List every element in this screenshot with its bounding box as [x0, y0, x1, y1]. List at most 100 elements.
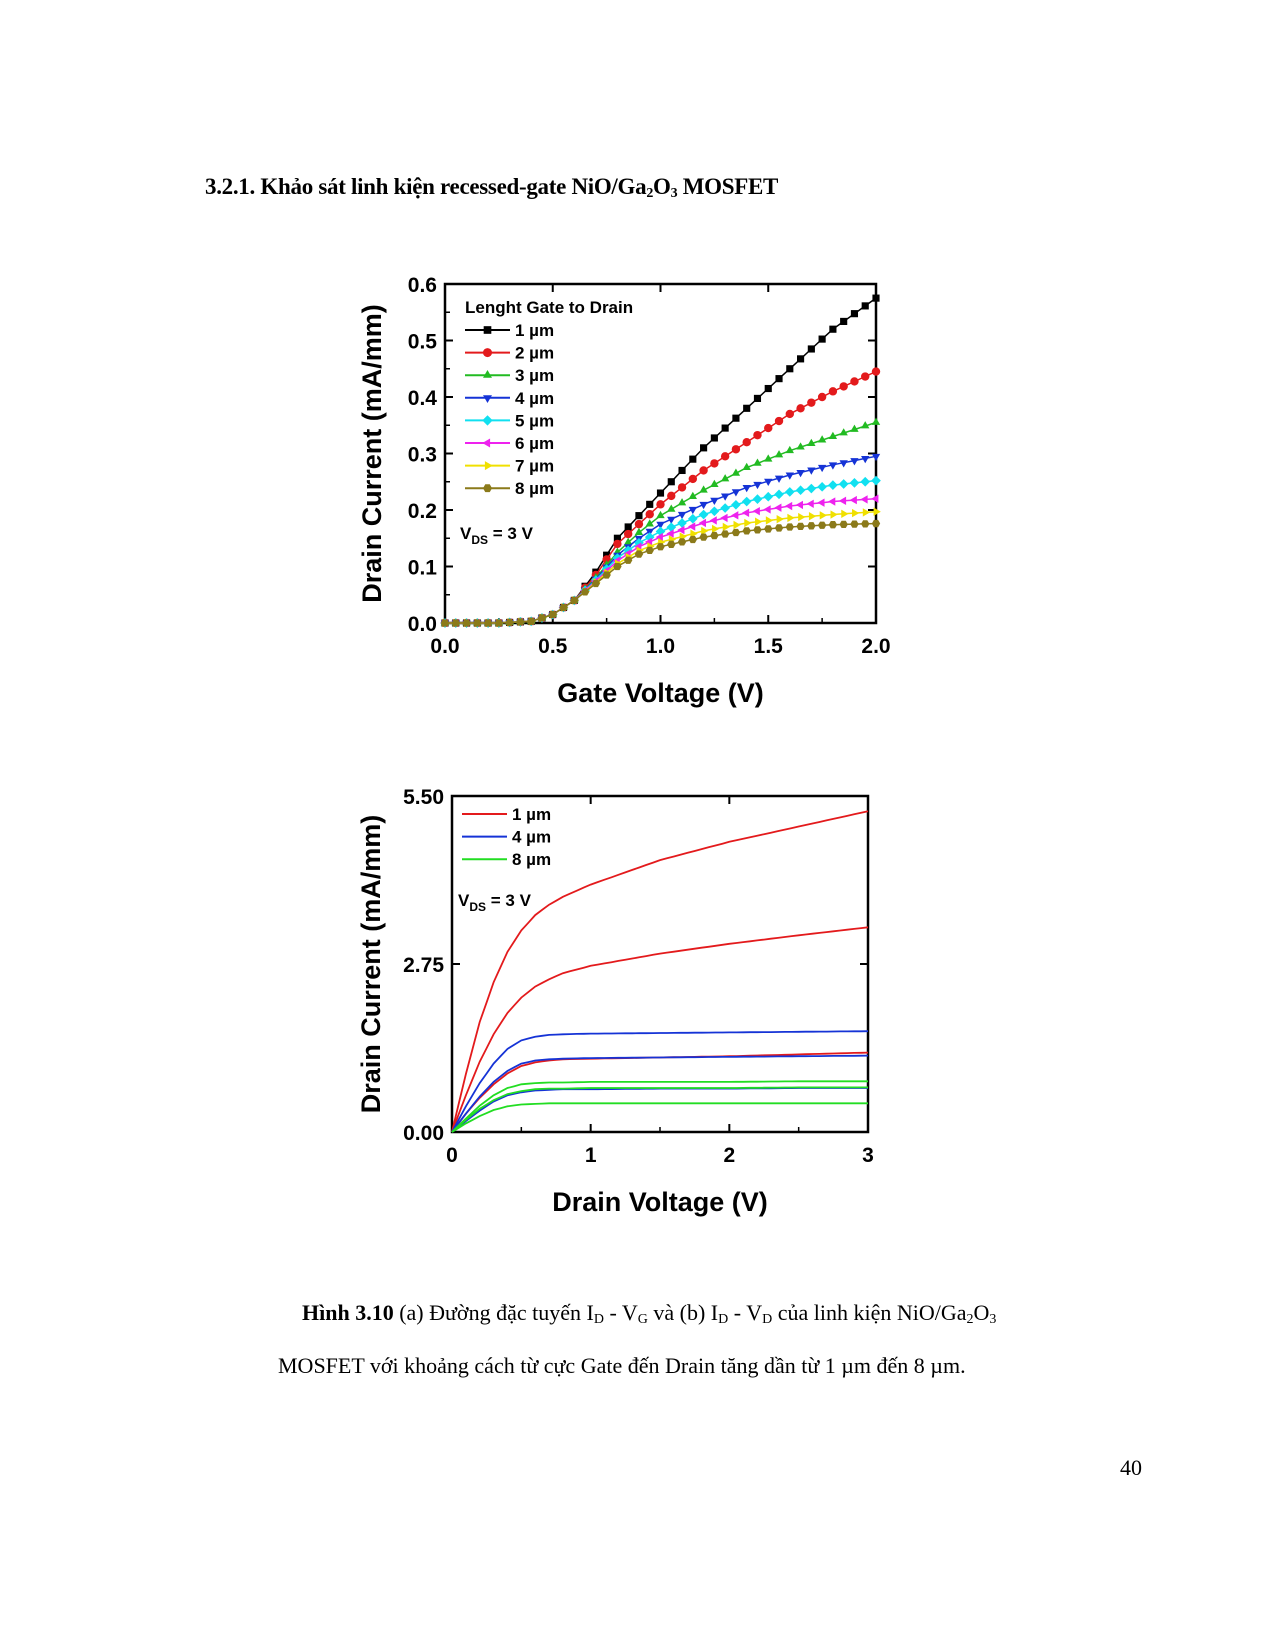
data-point — [871, 453, 881, 462]
data-point — [753, 430, 762, 440]
legend-marker — [483, 326, 492, 334]
data-point — [634, 519, 644, 529]
data-point — [806, 499, 814, 508]
legend-label: 6 µm — [515, 434, 554, 453]
data-point — [732, 414, 740, 422]
data-point — [763, 505, 771, 514]
y-tick-label: 0.2 — [408, 500, 437, 523]
series-line — [451, 810, 869, 1133]
x-tick-label: 1.0 — [646, 635, 675, 658]
legend-marker — [484, 461, 493, 471]
series-4 — [451, 1030, 869, 1133]
data-point — [644, 532, 655, 542]
data-point — [743, 404, 751, 412]
data-point — [613, 534, 621, 542]
data-point — [744, 518, 752, 528]
legend-label: 1 µm — [515, 321, 554, 340]
x-tick-label: 1.5 — [754, 635, 784, 658]
x-tick-label: 0.5 — [538, 635, 568, 658]
data-point — [602, 571, 611, 579]
data-point — [623, 556, 633, 564]
data-point — [839, 428, 848, 436]
data-point — [699, 501, 708, 510]
data-point — [710, 497, 719, 505]
data-point — [828, 387, 838, 396]
legend-marker — [483, 395, 492, 403]
data-point — [741, 496, 752, 507]
series-line — [451, 1102, 868, 1133]
data-point — [871, 417, 881, 425]
data-point — [634, 550, 644, 558]
data-point — [828, 431, 838, 439]
series-3 — [440, 417, 881, 626]
data-point — [787, 513, 795, 523]
data-point — [613, 562, 622, 571]
data-point — [731, 528, 741, 537]
series-line — [451, 1086, 868, 1133]
data-point — [817, 464, 827, 473]
data-point — [742, 527, 751, 535]
figure-caption: Hình 3.10 (a) Đường đặc tuyến ID - VG và… — [0, 1290, 1275, 1389]
y-tick-label: 0.4 — [408, 387, 438, 410]
data-point — [720, 513, 728, 523]
data-point — [613, 539, 622, 549]
y-tick-label: 0.00 — [403, 1122, 444, 1145]
legend-label: 7 µm — [515, 457, 554, 476]
data-point — [861, 456, 870, 464]
data-point — [677, 498, 687, 506]
data-point — [796, 442, 805, 450]
y-tick-label: 2.75 — [403, 954, 444, 977]
series-line — [451, 1080, 868, 1133]
caption-label: Hình 3.10 — [302, 1300, 394, 1325]
legend-marker — [482, 415, 493, 426]
data-point — [850, 377, 859, 386]
data-point — [701, 526, 709, 536]
data-point — [862, 508, 871, 517]
data-point — [720, 474, 730, 482]
page-number: 40 — [1120, 1455, 1142, 1480]
data-point — [795, 485, 806, 496]
data-point — [699, 466, 708, 475]
data-point — [798, 512, 806, 522]
data-point — [861, 302, 869, 310]
legend-label: 4 µm — [512, 828, 551, 847]
legend-marker — [483, 348, 492, 358]
data-point — [742, 462, 751, 471]
data-point — [699, 485, 708, 493]
data-point — [817, 435, 827, 443]
legend-marker — [483, 484, 492, 493]
legend-label: 8 µm — [512, 850, 551, 869]
data-point — [752, 506, 760, 516]
data-point — [753, 458, 762, 466]
data-point — [861, 372, 870, 381]
series-2 — [451, 926, 869, 1133]
x-tick-label: 2 — [723, 1144, 735, 1167]
data-point — [774, 489, 784, 500]
data-point — [817, 498, 825, 507]
data-point — [872, 294, 880, 302]
x-tick-label: 1 — [585, 1144, 597, 1167]
data-point — [753, 526, 762, 534]
data-point — [828, 497, 836, 506]
data-point — [667, 478, 675, 486]
data-point — [852, 508, 860, 518]
data-point — [624, 523, 632, 531]
data-point — [505, 618, 514, 627]
data-point — [752, 494, 763, 504]
data-point — [720, 530, 730, 538]
data-point — [785, 445, 794, 454]
data-point — [795, 500, 803, 510]
data-point — [635, 512, 643, 520]
data-point — [634, 527, 644, 536]
legend-label: 1 µm — [512, 805, 551, 824]
caption-line-2: MOSFET với khoảng cách từ cực Gate đến D… — [278, 1353, 966, 1378]
data-point — [838, 479, 849, 489]
x-tick-label: 0 — [446, 1144, 458, 1167]
data-point — [483, 619, 493, 627]
series-6 — [451, 1087, 868, 1133]
x-tick-label: 2.0 — [861, 635, 890, 658]
data-point — [731, 511, 739, 520]
data-point — [849, 495, 857, 505]
data-point — [828, 521, 838, 529]
data-point — [677, 538, 687, 546]
